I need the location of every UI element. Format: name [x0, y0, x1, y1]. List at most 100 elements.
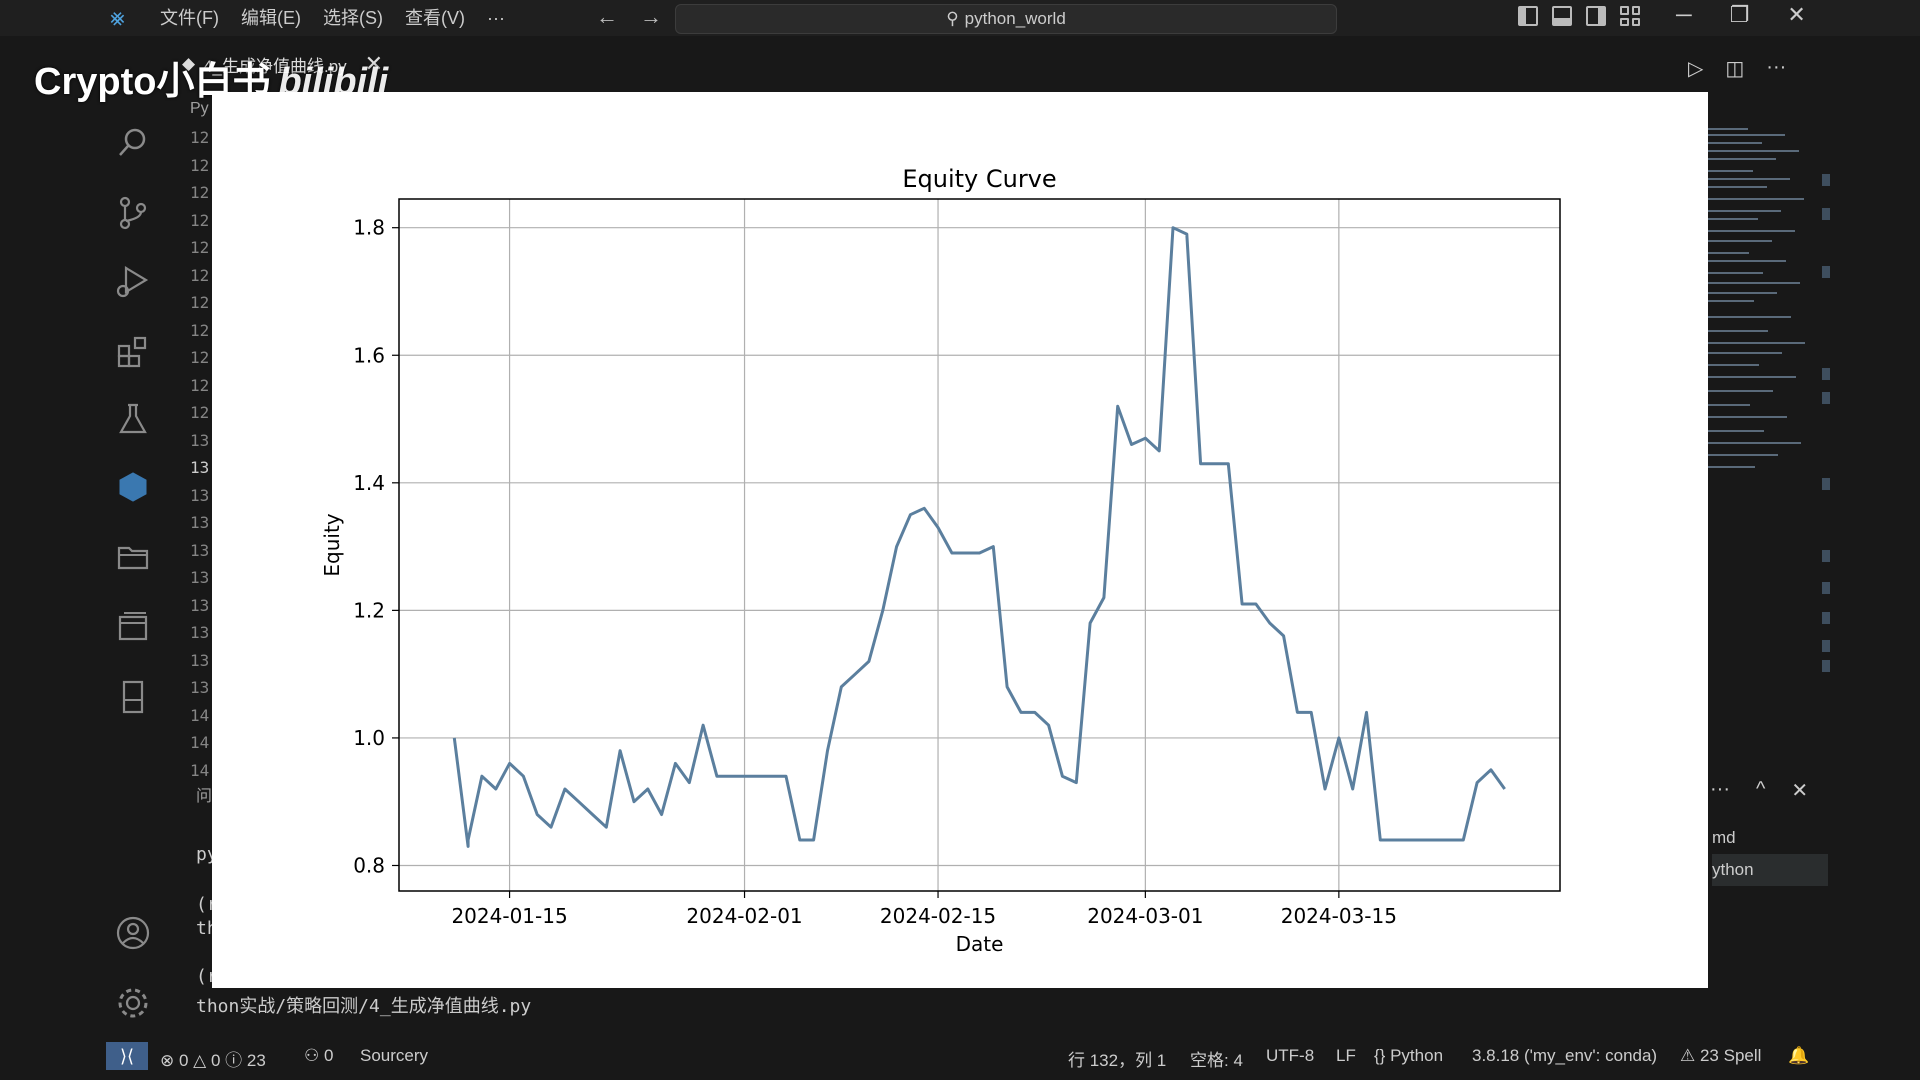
navigation-arrows: ← →: [596, 4, 662, 30]
x-tick-label: 2024-02-01: [686, 904, 802, 928]
line-number: 13: [190, 485, 210, 505]
x-axis-label: Date: [956, 932, 1004, 956]
command-center-label: python_world: [964, 9, 1066, 28]
split-editor-icon[interactable]: ◫: [1725, 58, 1745, 80]
forward-arrow-icon[interactable]: →: [640, 4, 662, 29]
y-tick-label: 1.6: [353, 343, 385, 367]
x-tick-label: 2024-02-15: [880, 904, 996, 928]
axes-frame: [398, 198, 1561, 892]
editor-tab-label: 4_生成净值曲线.py: [203, 56, 347, 76]
ports-indicator[interactable]: ⚇ 0: [304, 1046, 334, 1065]
close-tab-icon[interactable]: ✕: [364, 51, 384, 76]
menu-more[interactable]: ···: [486, 8, 505, 28]
terminal-command-line: thon实战/策略回测/4_生成净值曲线.py: [196, 996, 532, 1017]
indentation-status[interactable]: 空格: 4: [1190, 1051, 1243, 1070]
menu-file[interactable]: 文件(F): [160, 8, 219, 28]
line-number: 13: [190, 513, 210, 532]
line-number: 14: [190, 705, 210, 725]
x-tick-label: 2024-01-15: [451, 904, 567, 928]
chart-title: Equity Curve: [902, 165, 1056, 193]
editor-actions: ▷ ◫ ···: [1688, 56, 1786, 81]
editor-tab-bar: ◆ 4_生成净值曲线.py ✕: [166, 44, 383, 84]
run-python-file-icon[interactable]: ▷: [1688, 58, 1704, 80]
close-panel-icon[interactable]: ✕: [1791, 780, 1809, 802]
cursor-position[interactable]: 行 132，列 1: [1068, 1051, 1167, 1070]
cube-extension-icon[interactable]: [114, 468, 152, 506]
panel-controls: ··· ^ ✕: [1710, 778, 1808, 803]
line-number-gutter: 12 12 12 12 12 12 12 12 12 12 12 13 13 13 13 13 13 13 13 13…: [190, 124, 214, 784]
menu-selection[interactable]: 选择(S): [322, 8, 383, 28]
minimize-icon[interactable]: ─: [1676, 2, 1692, 27]
account-icon[interactable]: [114, 914, 152, 952]
testing-flask-icon[interactable]: [114, 400, 152, 438]
search-icon[interactable]: [114, 124, 152, 162]
command-center[interactable]: ⚲ python_world: [675, 4, 1337, 34]
restore-icon[interactable]: ❐: [1729, 2, 1750, 27]
line-number: 12: [190, 293, 210, 312]
terminal-list-item-selected[interactable]: ython: [1712, 854, 1828, 886]
y-tick-label: 1.0: [353, 726, 385, 750]
menu-view[interactable]: 查看(V): [404, 8, 465, 28]
notebook-icon[interactable]: [114, 678, 152, 716]
run-debug-icon[interactable]: [114, 262, 152, 300]
title-bar: ⨳ 文件(F) 编辑(E) 选择(S) 查看(V) ··· ← → ⚲ pyth…: [0, 0, 1920, 36]
y-tick-label: 1.8: [353, 216, 385, 240]
x-tick-label: 2024-03-01: [1087, 904, 1203, 928]
y-axis-label: Equity: [320, 513, 344, 576]
line-number: 12: [190, 348, 210, 367]
line-number: 13: [190, 458, 210, 477]
eol-status[interactable]: LF: [1336, 1046, 1356, 1065]
close-window-icon[interactable]: ✕: [1787, 2, 1806, 27]
terminal-list: md ython: [1712, 822, 1828, 886]
python-interpreter[interactable]: 3.8.18 ('my_env': conda): [1472, 1046, 1658, 1065]
sourcery-status[interactable]: Sourcery: [360, 1046, 429, 1065]
search-icon: ⚲: [946, 9, 959, 28]
line-number: 13: [190, 595, 210, 615]
more-actions-icon[interactable]: ···: [1766, 56, 1787, 78]
extensions-icon[interactable]: [114, 332, 152, 370]
toggle-primary-sidebar-icon[interactable]: [1518, 6, 1538, 26]
line-number: 13: [190, 430, 210, 450]
line-number: 12: [190, 265, 210, 285]
line-number: 13: [190, 568, 210, 587]
line-number: 12: [190, 320, 210, 340]
equity-series-line: [452, 226, 1506, 848]
line-number: 13: [190, 678, 210, 697]
source-control-icon[interactable]: [114, 194, 152, 232]
line-number: 14: [190, 760, 210, 780]
panel-tab-problems[interactable]: 问: [196, 788, 213, 805]
minimap[interactable]: [1708, 120, 1808, 480]
y-tick-label: 1.4: [353, 471, 385, 495]
remote-indicator-icon[interactable]: ⟩⟨: [106, 1042, 148, 1070]
back-arrow-icon[interactable]: ←: [596, 4, 618, 29]
line-number: 14: [190, 733, 210, 752]
window-controls: ─ ❐ ✕: [1676, 2, 1806, 28]
line-number: 13: [190, 623, 210, 642]
language-mode[interactable]: {} Python: [1374, 1046, 1444, 1065]
line-number: 12: [190, 128, 210, 147]
vscode-logo-icon: ⨳: [110, 4, 125, 31]
line-number: 13: [190, 540, 210, 560]
terminal-list-item[interactable]: md: [1712, 828, 1736, 847]
maximize-panel-icon[interactable]: ^: [1755, 778, 1766, 800]
y-tick-label: 0.8: [353, 853, 385, 877]
spell-check-status[interactable]: ⚠ 23 Spell: [1680, 1046, 1762, 1065]
problems-indicator[interactable]: ⊗ 0 △ 0 ⓘ 23: [160, 1051, 266, 1070]
breadcrumb[interactable]: Py: [190, 100, 209, 117]
encoding-status[interactable]: UTF-8: [1266, 1046, 1315, 1065]
toggle-secondary-sidebar-icon[interactable]: [1586, 6, 1606, 26]
notifications-bell-icon[interactable]: 🔔: [1788, 1046, 1810, 1065]
remote-explorer-icon[interactable]: [114, 608, 152, 646]
panel-more-icon[interactable]: ···: [1710, 778, 1730, 800]
activity-bar: [100, 36, 166, 1038]
chart-grid: [399, 199, 1560, 891]
layout-controls: [1518, 6, 1640, 26]
menu-edit[interactable]: 编辑(E): [240, 8, 301, 28]
editor-tab[interactable]: ◆ 4_生成净值曲线.py ✕: [166, 51, 383, 77]
toggle-panel-icon[interactable]: [1552, 6, 1572, 26]
customize-layout-icon[interactable]: [1620, 6, 1640, 26]
line-number: 12: [190, 238, 210, 257]
folder-icon[interactable]: [114, 538, 152, 576]
settings-gear-icon[interactable]: [114, 984, 152, 1022]
line-number: 12: [190, 183, 210, 202]
